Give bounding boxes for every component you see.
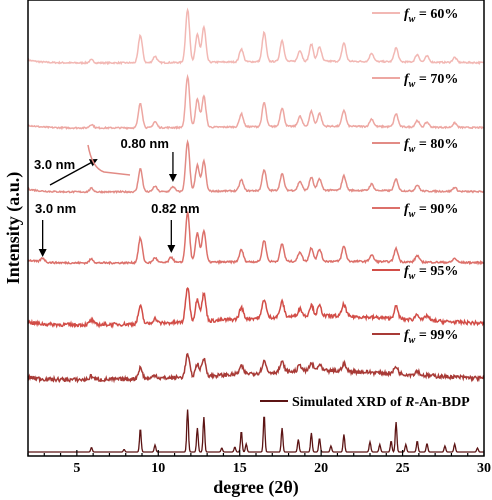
legend-label-6: Simulated XRD of R-An-BDP [292, 395, 470, 410]
y-axis-title: Intensity (a.u.) [3, 172, 24, 285]
annotation-label: 3.0 nm [35, 201, 76, 216]
legend-group: fw = 60% fw = 70% fw = 80% fw = 90% fw = 95%… [260, 7, 470, 410]
x-tick-label: 10 [151, 461, 165, 476]
x-tick-label: 25 [396, 461, 410, 476]
series-line-3 [27, 211, 485, 266]
x-tick-label: 30 [477, 461, 491, 476]
inset-zoom-curve [87, 144, 131, 176]
series-line-6 [28, 409, 484, 453]
x-tick-label: 15 [233, 461, 247, 476]
legend-label-5: fw = 99% [404, 328, 458, 346]
series-line-0 [27, 7, 485, 66]
annotation-label: 0.80 nm [121, 136, 169, 151]
series-line-4 [27, 287, 485, 329]
plot-frame [27, 0, 485, 457]
legend-label-3: fw = 90% [404, 202, 458, 220]
tick-group: 5 10 15 20 25 30 [27, 450, 491, 476]
x-axis-title: degree (2θ) [213, 477, 299, 498]
annotation-label: 0.82 nm [151, 201, 199, 216]
series-line-5 [27, 352, 485, 384]
legend-label-0: fw = 60% [404, 7, 458, 25]
x-tick-label: 20 [314, 461, 328, 476]
series-line-1 [27, 73, 485, 131]
trace-group [27, 7, 485, 453]
series-line-2 [27, 139, 485, 194]
legend-label-2: fw = 80% [404, 137, 458, 155]
annotation-arrow [49, 159, 98, 186]
annotation-group: 3.0 nm 0.80 nm 3.0 nm 0.82 nm [34, 136, 200, 257]
x-tick-label: 5 [73, 461, 80, 476]
legend-label-4: fw = 95% [404, 264, 458, 282]
legend-label-1: fw = 70% [404, 72, 458, 90]
annotation-label: 3.0 nm [34, 157, 75, 172]
